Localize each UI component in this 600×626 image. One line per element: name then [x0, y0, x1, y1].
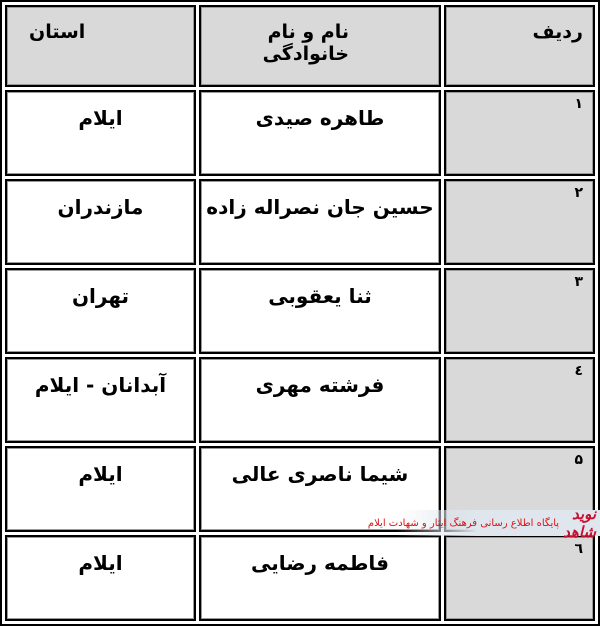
header-full-name: نام و نام خانوادگی: [199, 5, 441, 87]
row-number: ۱: [444, 90, 595, 176]
header-row: ردیف نام و نام خانوادگی استان: [5, 5, 595, 87]
table-row: ٦ فاطمه رضایی ایلام: [5, 535, 595, 621]
table-row: ۲ حسین جان نصراله زاده مازندران: [5, 179, 595, 265]
header-row-number: ردیف: [444, 5, 595, 87]
row-number: ۳: [444, 268, 595, 354]
full-name: فاطمه رضایی: [199, 535, 441, 621]
province: ایلام: [5, 90, 196, 176]
province: ایلام: [5, 446, 196, 532]
watermark-text: پایگاه اطلاع رسانی فرهنگ ایثار و شهادت ا…: [367, 517, 560, 529]
full-name: ثنا یعقوبی: [199, 268, 441, 354]
row-number: ٤: [444, 357, 595, 443]
row-number: ٦: [444, 535, 595, 621]
province: ایلام: [5, 535, 196, 621]
full-name: شیما ناصری عالی: [199, 446, 441, 532]
full-name: طاهره صیدی: [199, 90, 441, 176]
table-row: ۳ ثنا یعقوبی تهران: [5, 268, 595, 354]
province: آبدانان - ایلام: [5, 357, 196, 443]
table-row: ٤ فرشته مهری آبدانان - ایلام: [5, 357, 595, 443]
province: تهران: [5, 268, 196, 354]
full-name: حسین جان نصراله زاده: [199, 179, 441, 265]
watermark: نوید شاهد پایگاه اطلاع رسانی فرهنگ ایثار…: [368, 505, 600, 541]
header-province: استان: [5, 5, 196, 87]
full-name: فرشته مهری: [199, 357, 441, 443]
province: مازندران: [5, 179, 196, 265]
table-row: ۱ طاهره صیدی ایلام: [5, 90, 595, 176]
row-number: ۲: [444, 179, 595, 265]
